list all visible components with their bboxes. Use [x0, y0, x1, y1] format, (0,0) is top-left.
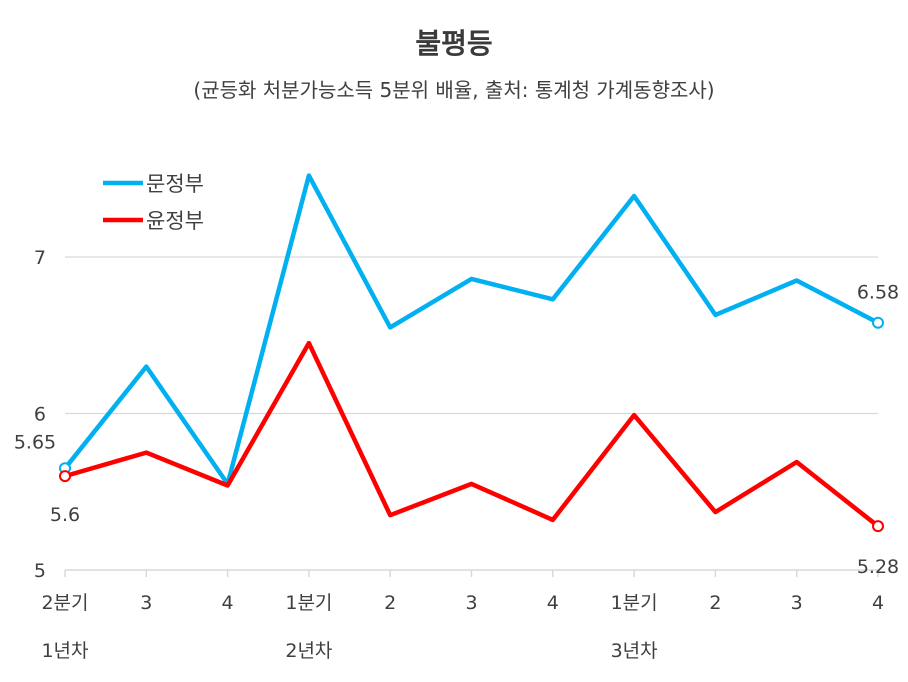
point-labels: 5.65 5.6 6.58 5.28 — [14, 282, 899, 578]
data-label: 5.28 — [857, 556, 899, 578]
x-tick-label: 4 — [547, 592, 559, 614]
x-tick-label: 3 — [791, 592, 803, 614]
x-group-label: 2년차 — [285, 640, 332, 662]
x-axis-labels: 2분기 3 4 1분기 2 3 4 1분기 2 3 4 1년차 2년차 3년차 — [41, 592, 884, 662]
series-lines — [59, 173, 884, 533]
x-tick-label: 3 — [140, 592, 152, 614]
x-axis — [64, 569, 879, 577]
x-tick-label: 4 — [872, 592, 884, 614]
x-group-label: 1년차 — [41, 640, 88, 662]
data-point-marker — [59, 470, 71, 483]
legend-label: 윤정부 — [146, 209, 204, 233]
series-line — [62, 340, 881, 529]
x-tick-label: 2분기 — [41, 592, 88, 614]
x-tick-label: 4 — [222, 592, 234, 614]
y-tick-label: 5 — [34, 560, 46, 582]
data-label: 5.6 — [50, 504, 80, 526]
gridlines — [65, 256, 878, 415]
x-tick-label: 2 — [384, 592, 396, 614]
x-tick-label: 2 — [709, 592, 721, 614]
y-tick-label: 6 — [34, 404, 46, 426]
data-point-marker — [872, 316, 884, 329]
chart-subtitle: (균등화 처분가능소득 5분위 배율, 출처: 통계청 가계동향조사) — [193, 78, 715, 102]
legend-label: 문정부 — [146, 172, 204, 196]
data-label: 5.65 — [14, 431, 56, 453]
x-tick-label: 1분기 — [611, 592, 658, 614]
x-group-label: 3년차 — [611, 640, 658, 662]
x-tick-label: 1분기 — [285, 592, 332, 614]
chart-title: 불평등 — [415, 27, 493, 60]
x-tick-label: 3 — [465, 592, 477, 614]
data-label: 6.58 — [857, 282, 899, 304]
series-line — [62, 173, 881, 487]
y-tick-label: 7 — [34, 247, 46, 269]
y-axis: 5 6 7 — [34, 247, 46, 582]
data-point-marker — [872, 520, 884, 533]
